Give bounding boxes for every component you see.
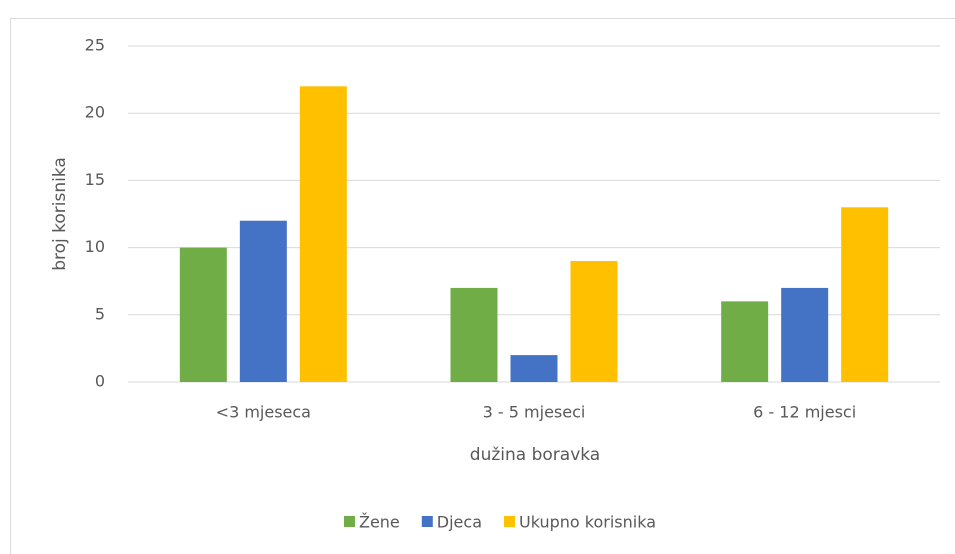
x-tick-label: 3 - 5 mjeseci: [483, 403, 586, 422]
bar: [239, 220, 287, 382]
bar: [510, 355, 558, 382]
bar: [450, 287, 498, 382]
bar: [179, 247, 227, 382]
bar: [841, 207, 889, 382]
legend-label: Ukupno korisnika: [519, 513, 656, 532]
bar: [570, 261, 618, 382]
y-tick-label: 10: [85, 237, 105, 256]
y-tick-label: 0: [95, 372, 105, 391]
bar: [299, 86, 347, 382]
x-tick-label: 6 - 12 mjesci: [753, 403, 856, 422]
x-tick-label: <3 mjeseca: [216, 403, 311, 422]
y-tick-label: 15: [85, 170, 105, 189]
y-tick-label: 25: [85, 36, 105, 55]
legend-swatch: [421, 516, 433, 527]
y-tick-label: 5: [95, 304, 105, 323]
legend-swatch: [504, 516, 515, 527]
y-tick-label: 20: [85, 103, 105, 122]
x-axis-label: dužina boravka: [470, 445, 600, 465]
bar: [781, 287, 829, 382]
y-axis-label: broj korisnika: [50, 157, 70, 271]
chart-border: [10, 18, 955, 554]
bar: [721, 301, 769, 382]
legend-label: Djeca: [437, 513, 482, 532]
legend-swatch: [343, 516, 355, 527]
legend-label: Žene: [359, 513, 400, 532]
